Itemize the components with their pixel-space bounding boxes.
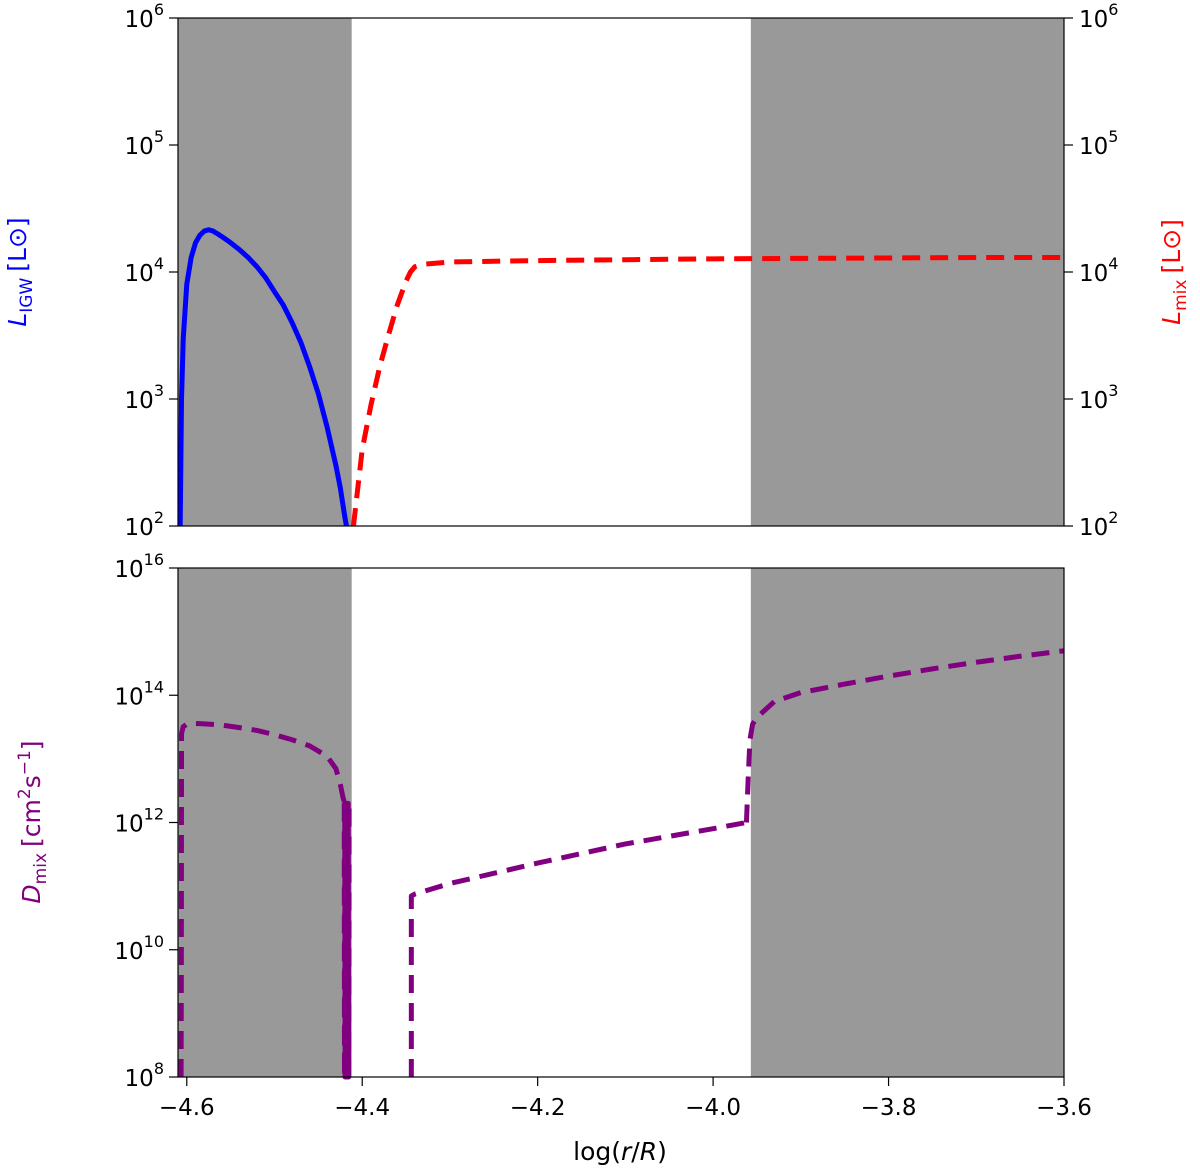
top-right-y-tick-label-4: 106 (1079, 0, 1118, 33)
bottom-shaded-regions (178, 568, 1064, 1077)
bottom-left-y-label: Dmix[cm2s−1] (15, 740, 51, 903)
top-shaded-regions (178, 18, 1064, 526)
bottom-series-line-2 (408, 820, 747, 1077)
bottom-x-ticks: −4.6 −4.4 −4.2 −4.0 −3.8 −3.6 (159, 1077, 1092, 1121)
top-left-y-ticks: 102 103 104 105 106 (125, 0, 178, 541)
top-left-y-tick-label-3: 105 (125, 127, 164, 160)
bottom-series-line-3 (743, 648, 1065, 823)
bottom-x-tick-label-0: −4.6 (159, 1095, 215, 1121)
top-left-y-tick-label-0: 102 (125, 508, 164, 541)
top-series (177, 227, 1064, 527)
bottom-left-y-ticks: 108 1010 1012 1014 1016 (114, 550, 178, 1092)
bottom-panel: 108 1010 1012 1014 1016 −4.6 −4.4 −4.2 −4.0 −3.8… (15, 550, 1092, 1166)
bottom-left-y-tick-label-3: 1014 (114, 677, 164, 710)
bottom-shaded-region-1 (750, 568, 1064, 1077)
bottom-x-tick-label-4: −3.8 (861, 1095, 917, 1121)
bottom-left-y-tick-label-0: 108 (125, 1059, 164, 1092)
top-series-line-0 (177, 227, 349, 527)
top-left-y-tick-label-1: 103 (125, 381, 164, 414)
bottom-x-tick-label-5: −3.6 (1036, 1095, 1092, 1121)
bottom-series-line-0 (178, 720, 348, 1078)
top-right-y-tick-label-0: 102 (1079, 508, 1118, 541)
top-shaded-region-0 (178, 18, 352, 526)
bottom-x-tick-label-1: −4.4 (334, 1095, 390, 1121)
top-right-y-tick-label-3: 105 (1079, 127, 1118, 160)
bottom-shaded-region-0 (178, 568, 352, 1077)
top-panel: 102 103 104 105 106 102 103 104 105 106 LIGW[L⊙]… (3, 0, 1191, 541)
bottom-left-y-tick-label-2: 1012 (114, 805, 164, 838)
top-right-y-tick-label-1: 103 (1079, 381, 1118, 414)
top-right-y-ticks: 102 103 104 105 106 (1064, 0, 1118, 541)
bottom-series-line-1 (341, 800, 352, 1080)
top-right-y-tick-label-2: 104 (1079, 254, 1118, 287)
top-right-y-label: Lmix[L⊙] (1157, 219, 1191, 325)
top-series-line-1 (350, 255, 1064, 527)
bottom-left-y-tick-label-1: 1010 (114, 932, 164, 965)
bottom-x-tick-label-2: −4.2 (510, 1095, 566, 1121)
top-left-y-label: LIGW[L⊙] (3, 217, 37, 326)
top-shaded-region-1 (750, 18, 1064, 526)
top-left-y-tick-label-4: 106 (125, 0, 164, 33)
bottom-x-label: log(r/R) (573, 1137, 667, 1166)
bottom-x-tick-label-3: −4.0 (685, 1095, 741, 1121)
top-left-y-tick-label-2: 104 (125, 254, 164, 287)
bottom-left-y-tick-label-4: 1016 (114, 550, 164, 583)
